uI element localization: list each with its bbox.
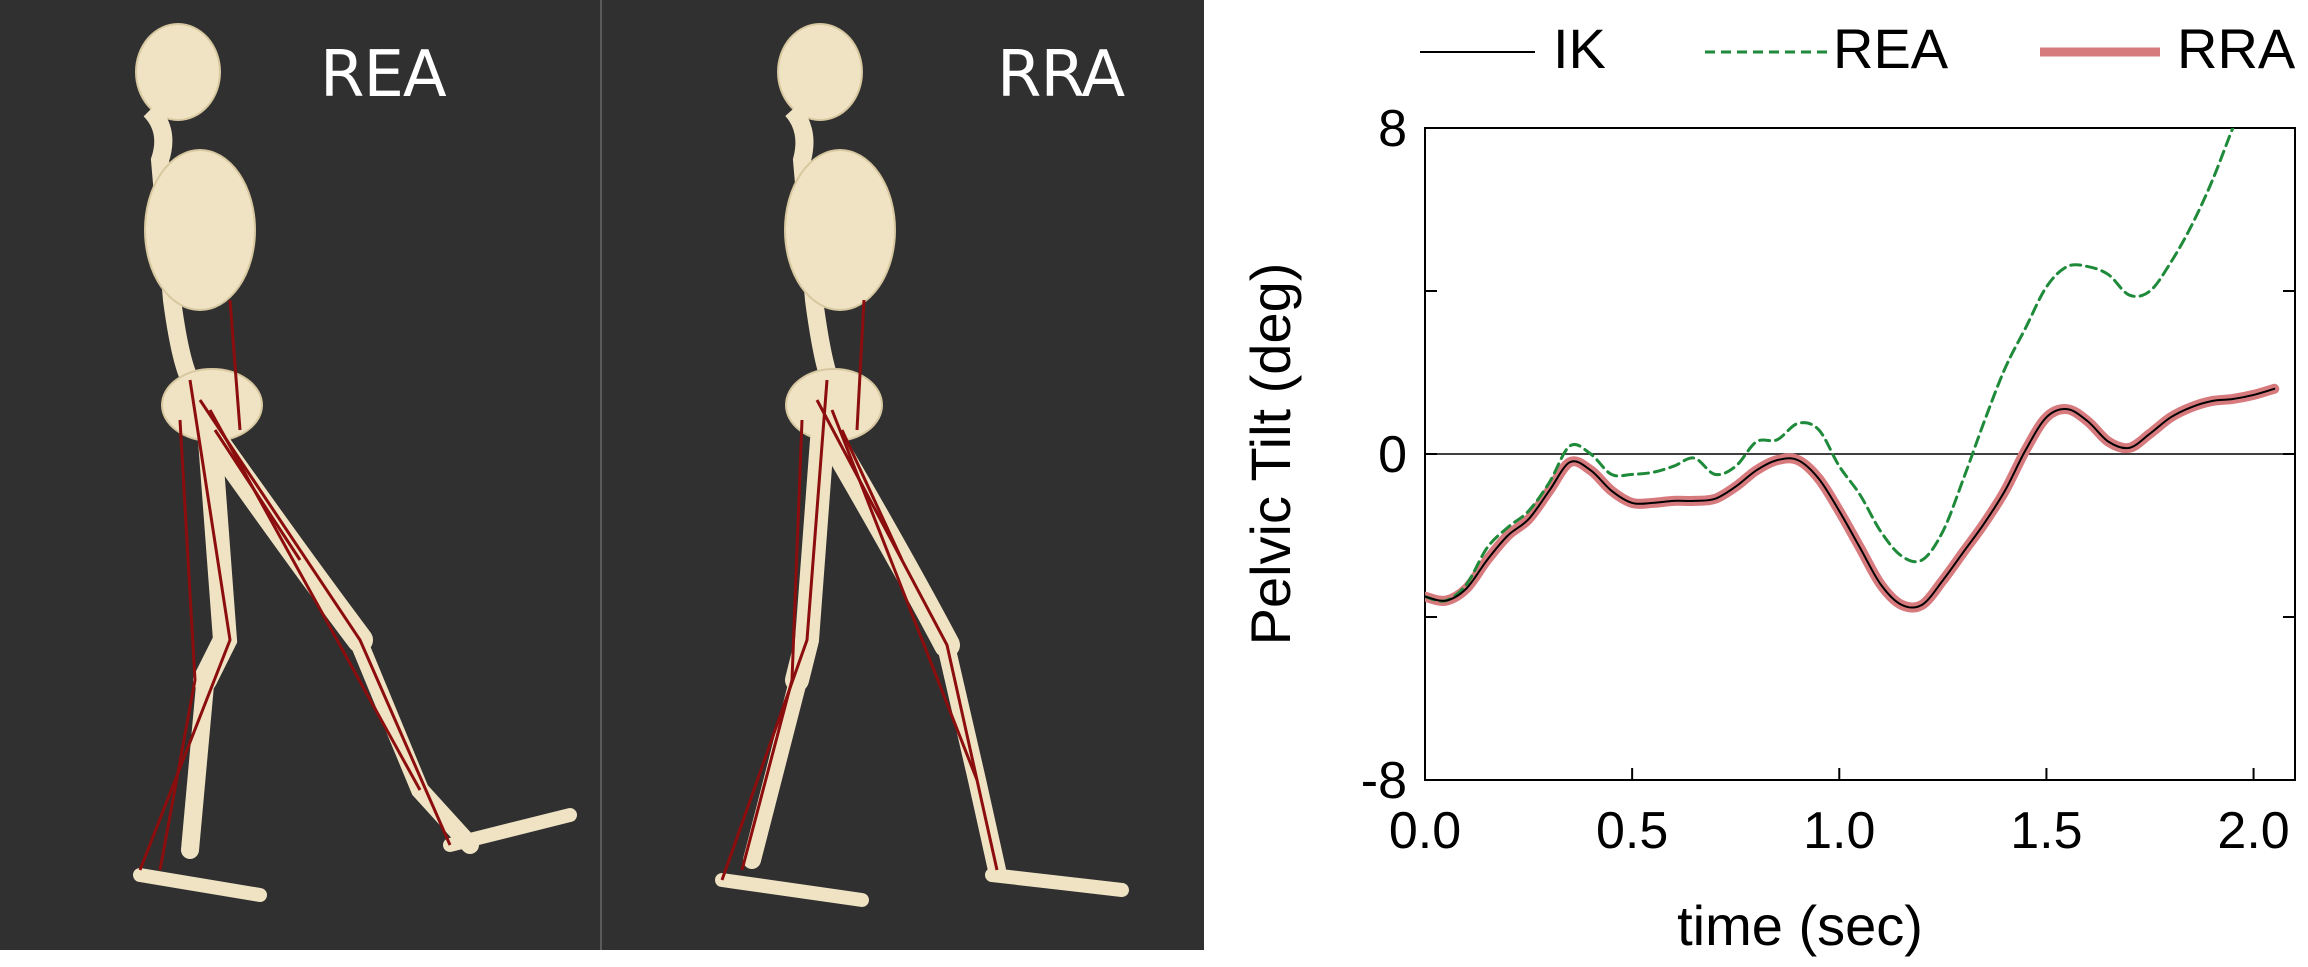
- y-axis: 8 0 -8: [1361, 100, 2295, 810]
- panel-divider: [600, 0, 602, 950]
- pelvic-tilt-chart: IK REA RRA 8 0 -8 0.0 0.5 1.0 1.5 2.0 Pelvic T…: [1239, 17, 2296, 957]
- rra-skeleton-figure: [715, 23, 1129, 907]
- series-line-rra: [1425, 383, 2280, 613]
- y-axis-title: Pelvic Tilt (deg): [1239, 263, 1302, 646]
- rea-muscles: [138, 299, 452, 871]
- series-layer: [1425, 128, 2280, 613]
- rea-panel-label: REA: [320, 38, 447, 112]
- x-tick-label: 1.0: [1803, 802, 1875, 860]
- rra-bones: [715, 23, 1129, 907]
- legend-ik-label: IK: [1553, 17, 1606, 80]
- y-tick-label: -8: [1361, 752, 1407, 810]
- rra-model-panel: RRA: [602, 0, 1204, 950]
- y-tick-label: 0: [1378, 426, 1407, 484]
- x-axis-title: time (sec): [1677, 894, 1923, 957]
- x-axis: 0.0 0.5 1.0 1.5 2.0: [1389, 768, 2290, 860]
- x-tick-label: 1.5: [2010, 802, 2082, 860]
- series-line-ik: [1425, 387, 2276, 609]
- rra-muscles: [720, 299, 999, 881]
- rra-panel-label: RRA: [997, 38, 1125, 112]
- rea-model-panel: REA: [0, 0, 600, 950]
- y-tick-label: 8: [1378, 100, 1407, 158]
- x-tick-label: 2.0: [2217, 802, 2289, 860]
- series-line-rea: [1425, 128, 2235, 603]
- rea-skeleton-figure: [133, 23, 577, 902]
- legend-rra-label: RRA: [2177, 17, 2296, 80]
- legend-rea-label: REA: [1833, 17, 1949, 80]
- x-tick-label: 0.0: [1389, 802, 1461, 860]
- legend: IK REA RRA: [1420, 17, 2296, 80]
- x-tick-label: 0.5: [1596, 802, 1668, 860]
